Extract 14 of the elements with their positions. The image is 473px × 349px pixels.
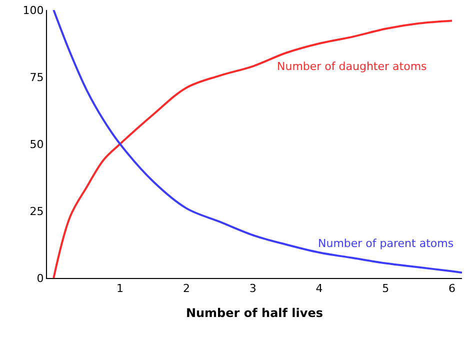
x-tick-label: 3 xyxy=(249,282,256,296)
x-tick-label: 6 xyxy=(448,282,456,296)
x-tick-label: 2 xyxy=(182,282,190,296)
y-tick-label: 0 xyxy=(36,272,44,285)
x-tick-label: 1 xyxy=(116,282,124,296)
x-tick-label: 4 xyxy=(316,282,323,296)
x-tick-label: 5 xyxy=(382,282,390,296)
series-label: Number of parent atoms xyxy=(318,237,454,250)
x-axis-title: Number of half lives xyxy=(186,306,324,320)
y-tick-label: 100 xyxy=(22,4,44,17)
y-tick-label: 75 xyxy=(30,70,44,84)
y-tick-label: 25 xyxy=(30,204,44,218)
y-tick-label: 50 xyxy=(30,138,44,151)
series-label: Number of daughter atoms xyxy=(277,60,428,73)
